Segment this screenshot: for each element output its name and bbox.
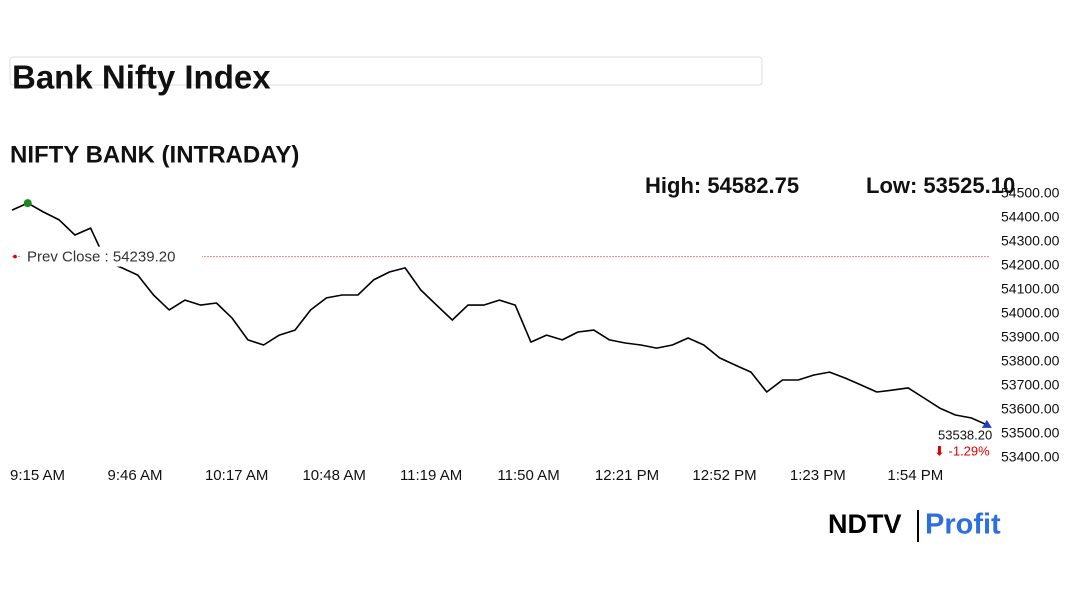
x-tick-label: 1:23 PM xyxy=(790,467,846,484)
y-tick-label: 53500.00 xyxy=(1001,425,1060,441)
change-label: ⬇ -1.29% xyxy=(934,443,990,458)
y-tick-label: 53400.00 xyxy=(1001,449,1060,465)
x-tick-label: 9:46 AM xyxy=(107,467,162,484)
x-tick-label: 10:17 AM xyxy=(205,467,268,484)
x-tick-label: 10:48 AM xyxy=(302,467,365,484)
prev-close-label-bg xyxy=(20,246,202,267)
last-value-label: 53538.20 xyxy=(938,427,992,442)
x-tick-label: 11:19 AM xyxy=(400,467,462,484)
chart-subtitle: NIFTY BANK (INTRADAY) xyxy=(10,141,299,168)
high-marker xyxy=(23,199,32,208)
logo-ndtv: NDTV xyxy=(828,509,902,539)
y-tick-label: 54000.00 xyxy=(1001,305,1060,321)
y-tick-label: 54200.00 xyxy=(1001,257,1060,273)
y-tick-label: 53800.00 xyxy=(1001,353,1060,369)
chart-title: Bank Nifty Index xyxy=(12,59,271,96)
last-marker xyxy=(981,419,992,428)
x-tick-label: 9:15 AM xyxy=(10,467,65,484)
low-label: Low: 53525.10 xyxy=(866,173,1015,198)
high-label: High: 54582.75 xyxy=(645,173,799,198)
y-tick-label: 54300.00 xyxy=(1001,233,1060,249)
y-tick-label: 54500.00 xyxy=(1001,185,1060,201)
title-box xyxy=(9,56,763,86)
x-tick-label: 12:21 PM xyxy=(595,467,659,484)
y-tick-label: 53600.00 xyxy=(1001,401,1060,417)
prev-close-label: Prev Close : 54239.20 xyxy=(27,249,175,266)
y-tick-label: 53700.00 xyxy=(1001,377,1060,393)
x-tick-label: 11:50 AM xyxy=(497,467,559,484)
y-tick-label: 54100.00 xyxy=(1001,281,1060,297)
y-tick-label: 53900.00 xyxy=(1001,329,1060,345)
logo-profit: Profit xyxy=(925,509,1001,541)
y-tick-label: 54400.00 xyxy=(1001,209,1060,225)
prev-close-dot xyxy=(13,254,17,259)
price-line xyxy=(11,202,988,426)
x-tick-label: 12:52 PM xyxy=(692,467,756,484)
x-tick-label: 1:54 PM xyxy=(887,467,943,484)
